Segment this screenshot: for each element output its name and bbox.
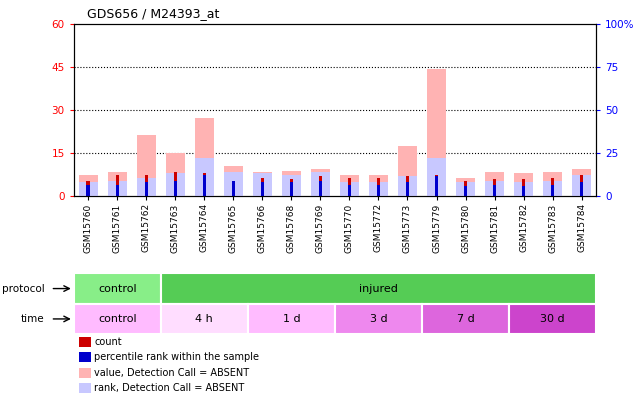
- Bar: [87, 181, 90, 196]
- Text: rank, Detection Call = ABSENT: rank, Detection Call = ABSENT: [94, 383, 244, 393]
- Bar: [79, 182, 97, 196]
- Bar: [369, 182, 388, 196]
- Bar: [161, 304, 248, 334]
- Bar: [340, 182, 359, 196]
- Bar: [115, 175, 119, 196]
- Bar: [231, 181, 235, 196]
- Bar: [551, 178, 554, 196]
- Bar: [319, 176, 322, 196]
- Bar: [253, 173, 272, 196]
- Bar: [144, 175, 148, 196]
- Text: protocol: protocol: [2, 284, 45, 294]
- Text: injured: injured: [359, 284, 398, 294]
- Bar: [485, 181, 504, 196]
- Bar: [174, 172, 177, 196]
- Bar: [377, 185, 380, 196]
- Bar: [464, 186, 467, 196]
- Bar: [406, 176, 409, 196]
- Bar: [87, 185, 90, 196]
- Bar: [253, 172, 272, 196]
- Bar: [203, 175, 206, 196]
- Text: control: control: [98, 314, 137, 324]
- Text: percentile rank within the sample: percentile rank within the sample: [94, 352, 259, 362]
- Bar: [203, 173, 206, 196]
- Bar: [543, 181, 562, 196]
- Bar: [224, 172, 243, 196]
- Bar: [290, 179, 293, 196]
- Text: 7 d: 7 d: [456, 314, 474, 324]
- Bar: [427, 158, 446, 196]
- Bar: [195, 158, 213, 196]
- Bar: [108, 172, 127, 196]
- Text: 30 d: 30 d: [540, 314, 565, 324]
- Bar: [144, 182, 148, 196]
- Bar: [108, 181, 127, 196]
- Bar: [166, 173, 185, 196]
- Bar: [493, 185, 496, 196]
- Bar: [74, 273, 161, 304]
- Bar: [543, 172, 562, 196]
- Text: 3 d: 3 d: [370, 314, 387, 324]
- Bar: [435, 176, 438, 196]
- Bar: [572, 169, 591, 196]
- Text: value, Detection Call = ABSENT: value, Detection Call = ABSENT: [94, 368, 249, 377]
- Text: count: count: [94, 337, 122, 347]
- Bar: [261, 182, 264, 196]
- Bar: [282, 175, 301, 196]
- Bar: [290, 182, 293, 196]
- Bar: [335, 304, 422, 334]
- Bar: [347, 185, 351, 196]
- Bar: [514, 173, 533, 196]
- Bar: [522, 179, 526, 196]
- Bar: [514, 182, 533, 196]
- Bar: [580, 175, 583, 196]
- Bar: [493, 179, 496, 196]
- Bar: [580, 182, 583, 196]
- Bar: [311, 169, 330, 196]
- Bar: [79, 175, 97, 196]
- Bar: [369, 175, 388, 196]
- Bar: [174, 181, 177, 196]
- Bar: [115, 185, 119, 196]
- Bar: [248, 304, 335, 334]
- Bar: [74, 304, 161, 334]
- Bar: [398, 176, 417, 196]
- Bar: [282, 171, 301, 196]
- Bar: [224, 166, 243, 196]
- Bar: [231, 181, 235, 196]
- Text: 4 h: 4 h: [196, 314, 213, 324]
- Bar: [137, 135, 156, 196]
- Bar: [427, 69, 446, 196]
- Bar: [137, 178, 156, 196]
- Bar: [485, 172, 504, 196]
- Bar: [551, 185, 554, 196]
- Bar: [422, 304, 509, 334]
- Bar: [377, 178, 380, 196]
- Text: 1 d: 1 d: [283, 314, 300, 324]
- Bar: [195, 117, 213, 196]
- Bar: [456, 182, 475, 196]
- Bar: [161, 273, 596, 304]
- Bar: [398, 146, 417, 196]
- Text: control: control: [98, 284, 137, 294]
- Bar: [406, 182, 409, 196]
- Bar: [347, 178, 351, 196]
- Bar: [166, 153, 185, 196]
- Bar: [311, 172, 330, 196]
- Text: GDS656 / M24393_at: GDS656 / M24393_at: [87, 7, 219, 20]
- Bar: [522, 186, 526, 196]
- Bar: [572, 175, 591, 196]
- Bar: [509, 304, 596, 334]
- Bar: [319, 181, 322, 196]
- Bar: [456, 178, 475, 196]
- Bar: [261, 178, 264, 196]
- Text: time: time: [21, 314, 45, 324]
- Bar: [340, 175, 359, 196]
- Bar: [435, 175, 438, 196]
- Bar: [464, 181, 467, 196]
